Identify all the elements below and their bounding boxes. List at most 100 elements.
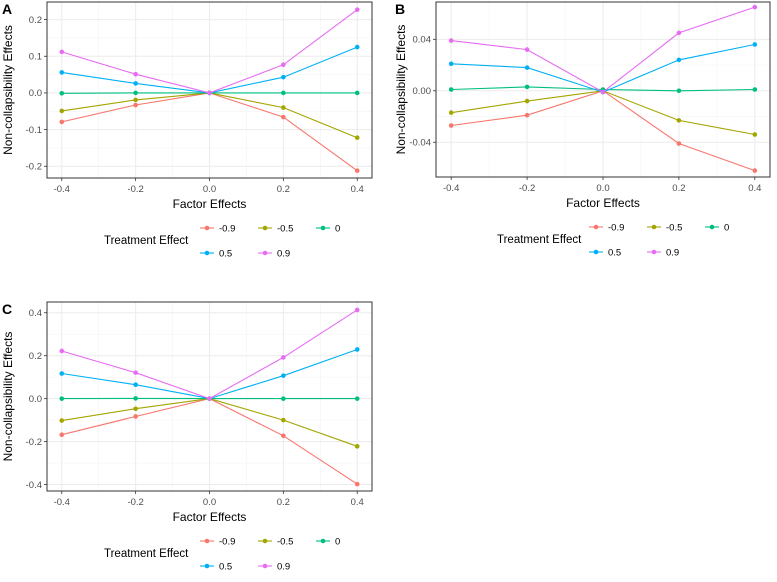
- y-tick-label: 0.04: [413, 35, 432, 46]
- data-point-0: [354, 396, 360, 401]
- legend-item--0.5: -0.5: [258, 224, 293, 235]
- data-point--0.9: [524, 112, 530, 118]
- data-point--0.5: [354, 444, 360, 449]
- legend-label: -0.5: [666, 223, 682, 234]
- legend-item-0: 0: [316, 537, 340, 548]
- data-point--0.9: [448, 123, 454, 128]
- data-point-0.5: [354, 347, 360, 352]
- legend-key-point: [320, 538, 326, 544]
- data-point-0.5: [354, 44, 360, 50]
- legend-key-point: [262, 538, 268, 544]
- panel-c: -0.4 -0.2 0.0 0.2 0.4 -0.4 -0.2 0.0 0.2 0.4 Factor…: [1, 301, 373, 573]
- y-tick-label: 0.2: [29, 15, 42, 26]
- legend-item-0.5: 0.5: [200, 562, 232, 573]
- legend-key-point: [593, 224, 599, 230]
- x-axis-title: Factor Effects: [173, 510, 247, 524]
- data-point-0.9: [133, 71, 138, 77]
- data-point-0.5: [281, 74, 286, 80]
- legend-item--0.9: -0.9: [200, 224, 235, 235]
- data-point-0.9: [59, 348, 65, 354]
- data-point--0.5: [59, 108, 65, 114]
- legend: Treatment Effect -0.9 -0.5 0 0.5 0.9: [104, 224, 340, 260]
- x-tick-label: -0.4: [443, 183, 459, 194]
- legend-item--0.9: -0.9: [589, 223, 624, 234]
- y-tick-label: 0.2: [29, 351, 42, 362]
- legend-key-point: [709, 224, 715, 230]
- data-point-0.5: [448, 61, 454, 67]
- data-point--0.5: [59, 418, 65, 423]
- legend-label: 0: [724, 223, 729, 234]
- legend-title: Treatment Effect: [104, 235, 189, 247]
- legend-key-point: [320, 225, 326, 231]
- legend-key-point: [593, 249, 599, 255]
- data-point-0: [448, 87, 454, 92]
- x-tick-label: 0.4: [351, 497, 364, 508]
- data-point-0: [524, 84, 530, 90]
- y-tick-label: -0.1: [26, 125, 42, 136]
- x-axis-title: Factor Effects: [173, 197, 247, 211]
- x-tick-label: 0.0: [203, 184, 216, 195]
- legend-item-0.5: 0.5: [200, 249, 232, 260]
- data-point-0.5: [281, 373, 286, 378]
- legend-label: -0.9: [219, 537, 235, 548]
- data-point--0.9: [281, 114, 286, 120]
- y-tick-label: -0.2: [26, 162, 42, 173]
- x-tick-label: 0.4: [748, 183, 761, 194]
- data-point-0.9: [600, 89, 606, 95]
- x-tick-label: -0.2: [127, 184, 143, 195]
- x-axis-title: Factor Effects: [566, 196, 640, 210]
- panel-label: A: [2, 1, 12, 17]
- legend-title: Treatment Effect: [497, 234, 582, 246]
- data-point--0.9: [59, 119, 65, 125]
- legend-item-0: 0: [316, 224, 340, 235]
- legend-key-point: [204, 563, 210, 569]
- y-axis-title: Non-collapsibility Effects: [1, 332, 15, 462]
- legend-label: 0.5: [608, 248, 621, 259]
- y-tick-label: 0.1: [29, 52, 42, 63]
- panel-label: B: [395, 1, 405, 17]
- legend-title: Treatment Effect: [104, 548, 189, 560]
- data-point-0.5: [676, 57, 682, 63]
- data-point--0.5: [281, 105, 286, 110]
- data-point-0: [133, 396, 138, 401]
- y-tick-label: 0.0: [29, 394, 42, 405]
- legend-label: 0: [335, 537, 340, 548]
- legend-label: -0.5: [277, 224, 293, 235]
- y-tick-label: 0.0: [29, 88, 42, 99]
- legend-key-point: [204, 250, 210, 256]
- data-point--0.5: [354, 135, 360, 140]
- data-point-0: [676, 88, 682, 94]
- legend-label: 0.9: [277, 562, 290, 573]
- data-point-0.9: [524, 47, 530, 52]
- data-point-0.9: [281, 355, 286, 360]
- x-tick-label: -0.2: [519, 183, 535, 194]
- data-point-0.9: [354, 307, 360, 313]
- legend-label: 0.9: [666, 248, 679, 259]
- data-point-0.5: [133, 81, 138, 86]
- data-point-0.9: [752, 4, 758, 10]
- x-tick-label: -0.2: [127, 497, 143, 508]
- y-tick-label: -0.04: [409, 138, 431, 149]
- legend-label: 0: [335, 224, 340, 235]
- data-point-0: [281, 90, 286, 96]
- data-point-0.9: [133, 370, 138, 375]
- data-point--0.9: [133, 414, 138, 419]
- legend-item-0.5: 0.5: [589, 248, 621, 259]
- legend-item-0.9: 0.9: [258, 562, 290, 573]
- x-tick-label: 0.2: [672, 183, 685, 194]
- data-point-0.5: [59, 371, 65, 376]
- legend-label: 0.5: [219, 249, 232, 260]
- data-point--0.9: [281, 433, 286, 439]
- data-point-0.9: [354, 7, 360, 12]
- data-point-0: [133, 90, 138, 96]
- data-point-0.9: [448, 38, 454, 43]
- legend-key-point: [651, 249, 657, 255]
- data-point--0.9: [752, 168, 758, 173]
- data-point-0.9: [281, 62, 286, 67]
- data-point--0.9: [676, 141, 682, 146]
- data-point--0.9: [133, 102, 138, 108]
- legend-key-point: [204, 225, 210, 231]
- legend: Treatment Effect -0.9 -0.5 0 0.5 0.9: [497, 223, 729, 259]
- data-point-0: [281, 396, 286, 401]
- x-tick-label: 0.0: [203, 497, 216, 508]
